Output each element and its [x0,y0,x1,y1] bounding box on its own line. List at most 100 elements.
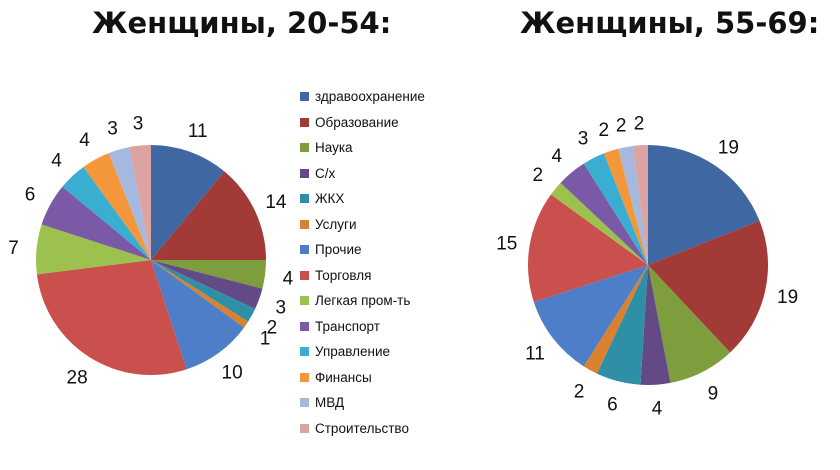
pie-label-right-7: 15 [496,234,517,255]
pie-label-left-4: 2 [267,318,278,339]
pie-slice-right-0 [648,145,760,265]
pie-label-right-12: 2 [616,116,627,137]
pie-label-left-13: 3 [133,114,144,135]
legend-label: Торговля [315,267,372,283]
pie-label-left-12: 3 [107,119,118,140]
legend: здравоохранение Образование Наука С/х ЖКХ Усл… [300,84,460,441]
legend-swatch [300,398,309,408]
pie-slice-left-2 [151,260,266,289]
pie-label-right-6: 11 [525,344,545,365]
legend-swatch [300,92,309,102]
pie-label-left-11: 4 [79,130,90,151]
pie-label-right-4: 6 [607,395,618,416]
pie-slice-left-7 [36,260,187,375]
pie-label-left-8: 7 [8,238,19,259]
pie-slice-right-8 [550,182,648,265]
legend-item: Строительство [300,416,460,442]
pie-slice-left-10 [62,166,151,260]
pie-label-left-5: 1 [260,329,271,350]
pie-label-right-1: 19 [777,287,798,308]
pie-slice-left-3 [151,260,263,309]
pie-slice-left-12 [108,147,151,260]
pie-label-right-8: 2 [533,165,544,186]
legend-label: Строительство [315,420,409,436]
pie-label-left-3: 3 [276,298,287,319]
pie-slice-left-6 [151,260,245,370]
pie-label-left-10: 4 [51,150,62,171]
pie-slice-left-1 [151,171,266,260]
legend-item: Услуги [300,212,460,238]
chart-title-right: Женщины, 55-69: [520,6,820,40]
legend-item: Транспорт [300,314,460,340]
legend-item: Образование [300,110,460,136]
pie-label-right-11: 2 [599,120,610,141]
legend-label: Легкая пром-ть [315,293,411,309]
pie-slice-left-13 [129,145,151,260]
legend-item: здравоохранение [300,84,460,110]
pie-slice-right-9 [560,163,648,265]
pie-slice-right-4 [596,265,648,385]
legend-label: Образование [315,114,399,130]
legend-label: МВД [315,395,345,411]
legend-item: Торговля [300,263,460,289]
legend-swatch [300,321,309,331]
pie-label-left-1: 14 [265,192,287,213]
pie-label-right-3: 4 [652,399,663,420]
pie-label-left-7: 28 [67,368,88,389]
pie-label-right-9: 4 [552,146,563,167]
pie-label-right-2: 9 [708,383,719,404]
legend-label: С/х [315,165,336,181]
legend-swatch [300,194,309,204]
pie-slice-left-0 [151,145,225,260]
legend-label: Транспорт [315,318,380,334]
chart-title-left: Женщины, 20-54: [92,6,392,40]
pie-slice-right-1 [648,220,768,353]
legend-item: С/х [300,161,460,187]
legend-label: ЖКХ [315,191,345,207]
legend-swatch [300,219,309,229]
legend-swatch [300,296,309,306]
pie-label-right-13: 2 [634,113,645,134]
pie-slice-right-12 [618,145,648,265]
legend-label: здравоохранение [315,89,425,105]
legend-label: Финансы [315,369,372,385]
pie-label-left-6: 10 [222,363,243,384]
legend-label: Прочие [315,242,362,258]
legend-swatch [300,423,309,433]
pie-slice-right-7 [527,194,648,303]
legend-item: Управление [300,339,460,365]
pie-label-right-5: 2 [574,381,585,402]
pie-slice-left-4 [151,260,256,322]
pie-slice-right-6 [533,265,648,367]
pie-slice-right-5 [583,265,648,374]
legend-swatch [300,270,309,280]
legend-item: ЖКХ [300,186,460,212]
legend-swatch [300,143,309,153]
pie-label-left-2: 4 [283,268,294,289]
legend-swatch [300,168,309,178]
legend-label: Услуги [315,216,357,232]
legend-item: Наука [300,135,460,161]
pie-label-left-0: 11 [188,121,208,142]
pie-slice-right-10 [583,153,648,265]
legend-label: Управление [315,344,391,360]
legend-swatch [300,372,309,382]
legend-item: Легкая пром-ть [300,288,460,314]
pie-label-left-9: 6 [25,185,36,206]
pie-slice-left-11 [83,153,151,260]
legend-item: Финансы [300,365,460,391]
pie-slice-left-9 [41,186,151,260]
pie-slice-left-5 [151,260,249,328]
pie-slice-left-8 [36,224,151,275]
legend-swatch [300,347,309,357]
pie-slice-right-11 [603,148,648,265]
pie-slice-right-2 [648,265,731,383]
legend-label: Наука [315,140,353,156]
pie-label-right-10: 3 [578,129,589,150]
legend-swatch [300,245,309,255]
legend-item: МВД [300,390,460,416]
pie-label-right-0: 19 [718,138,739,159]
pie-slice-right-3 [640,265,671,385]
